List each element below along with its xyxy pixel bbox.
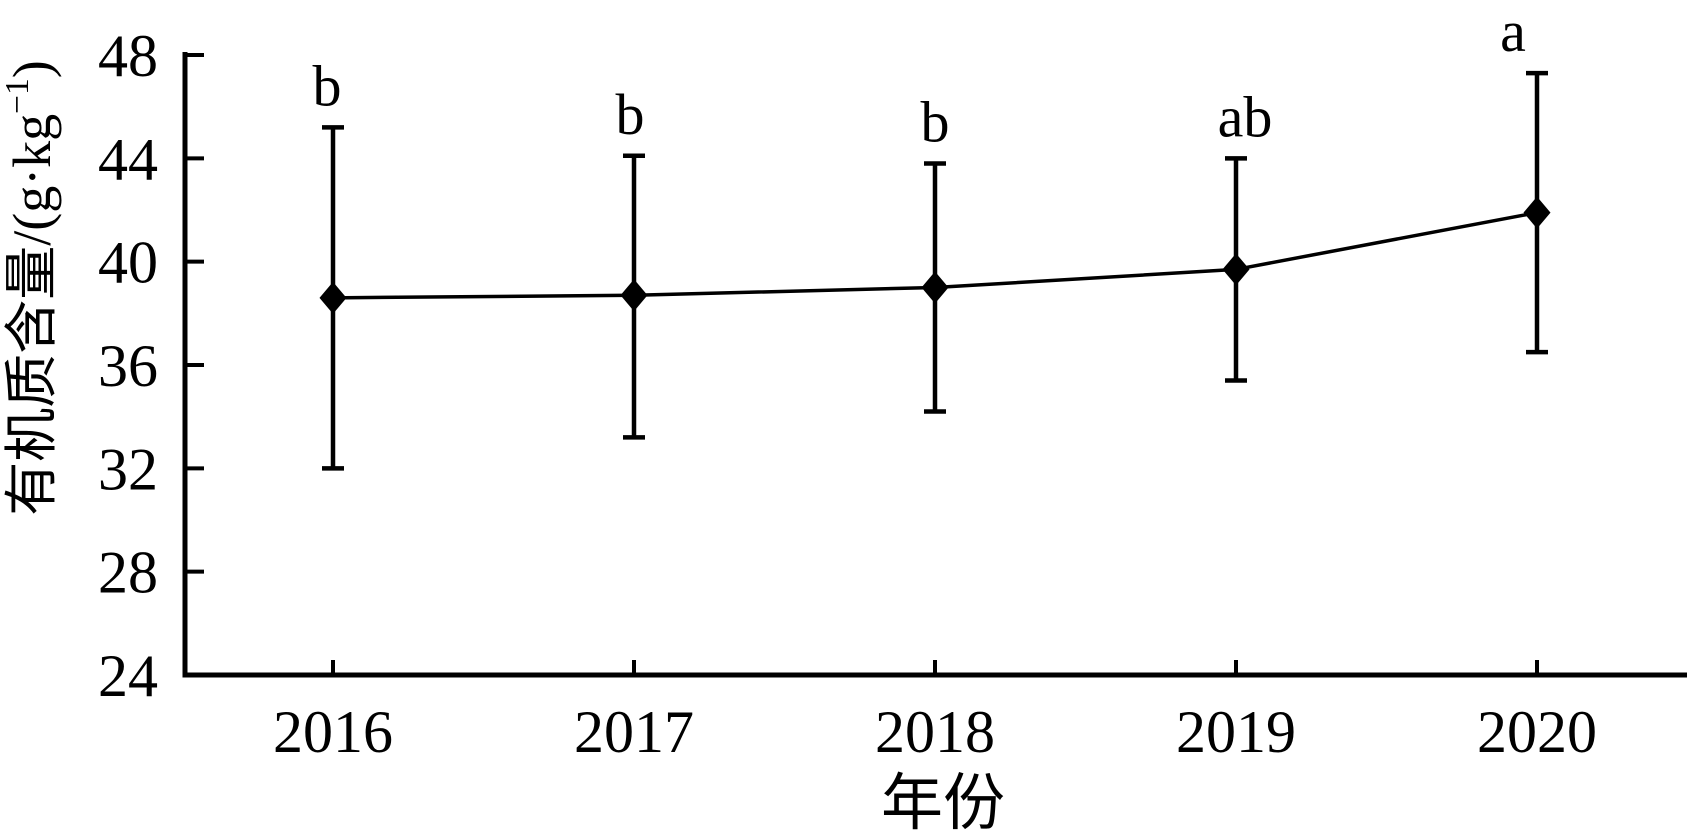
y-tick-label: 36 xyxy=(98,333,158,399)
y-tick-label: 24 xyxy=(98,643,158,709)
x-axis-title: 年份 xyxy=(881,770,1005,838)
significance-letter: a xyxy=(1500,0,1526,64)
significance-letter: b xyxy=(313,53,342,118)
y-tick-label: 44 xyxy=(98,126,158,192)
x-tick-label: 2018 xyxy=(875,699,995,765)
data-point-marker xyxy=(921,271,949,304)
y-axis-title: 有机质含量/(g·kg−1) xyxy=(0,60,62,516)
data-point-marker xyxy=(319,281,347,314)
x-tick-label: 2019 xyxy=(1176,699,1296,765)
x-tick-label: 2016 xyxy=(273,699,393,765)
data-point-marker xyxy=(620,279,648,312)
x-tick-label: 2020 xyxy=(1477,699,1597,765)
y-tick-label: 32 xyxy=(98,436,158,502)
significance-letter: ab xyxy=(1218,84,1273,149)
significance-letter: b xyxy=(616,82,645,147)
y-tick-label: 28 xyxy=(98,540,158,606)
x-tick-label: 2017 xyxy=(574,699,694,765)
y-tick-label: 40 xyxy=(98,230,158,296)
plot-area: b b b ab a 24 28 32 36 40 44 48 2016 2017 2018 2019 2020 xyxy=(98,0,1687,765)
data-point-marker xyxy=(1222,253,1250,286)
y-tick-label: 48 xyxy=(98,23,158,89)
data-point-marker xyxy=(1523,196,1551,229)
significance-letter: b xyxy=(921,90,950,155)
